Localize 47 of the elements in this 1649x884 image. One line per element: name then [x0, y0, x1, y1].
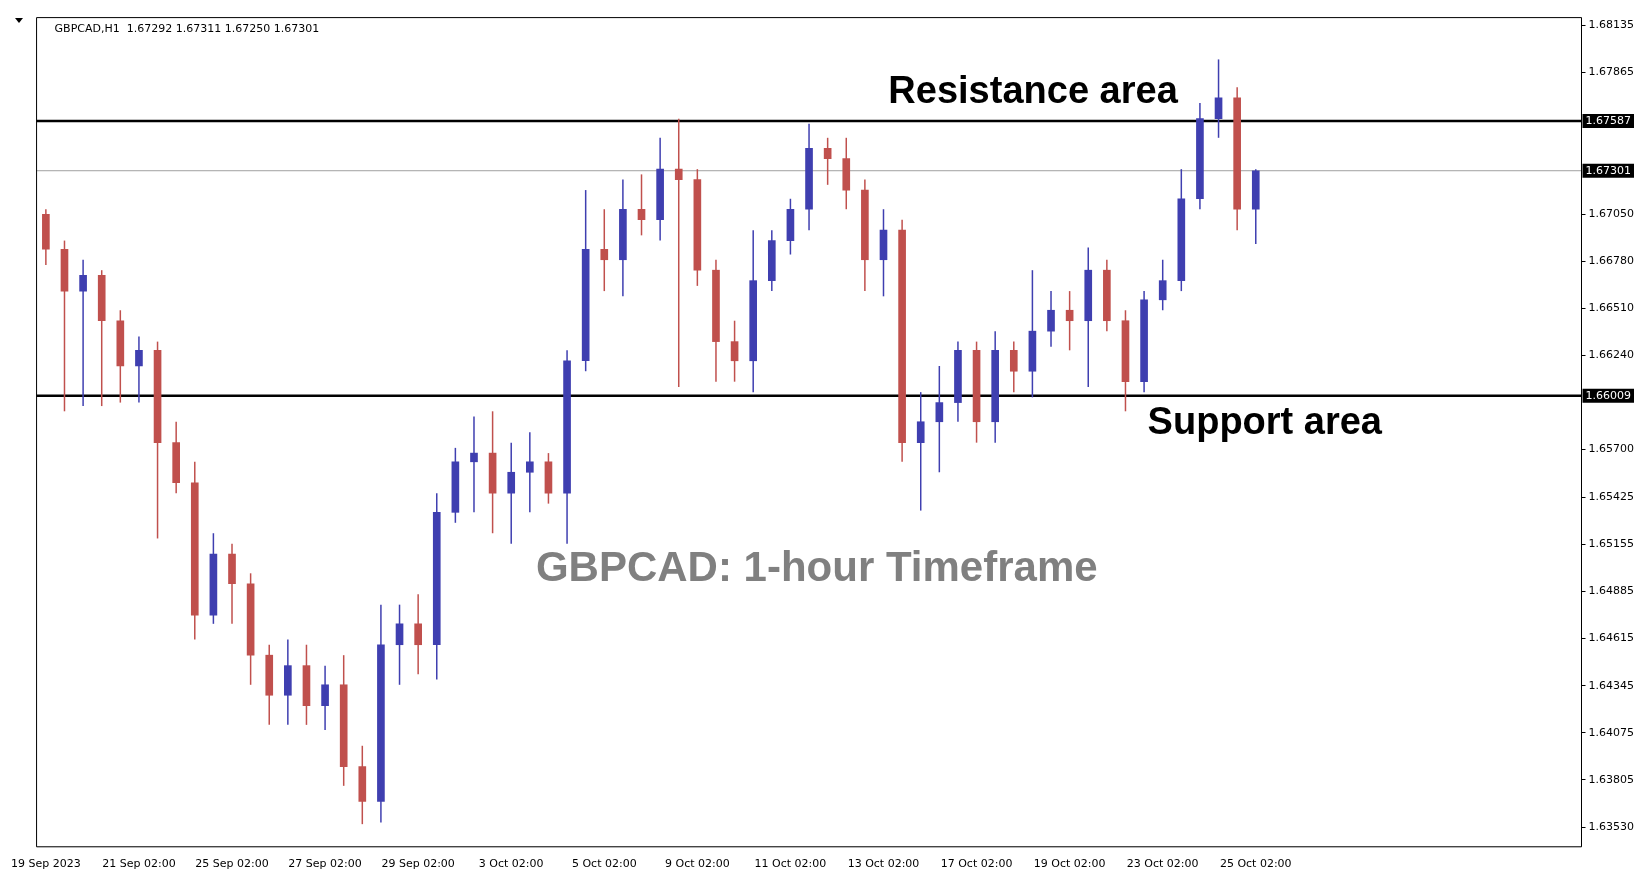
- x-tick-label: 29 Sep 02:00: [381, 857, 455, 871]
- x-tick-label: 25 Oct 02:00: [1219, 857, 1292, 871]
- y-tick-label: 1.63805: [1588, 772, 1635, 786]
- candlestick: [339, 654, 348, 787]
- candlestick: [674, 117, 683, 388]
- y-tick-label: 1.66780: [1588, 254, 1635, 268]
- x-tick-label: 27 Sep 02:00: [288, 857, 362, 871]
- y-tick-label: 1.67050: [1588, 207, 1635, 221]
- y-tick-label: 1.66240: [1588, 348, 1635, 362]
- ref-line-label: 1.67587: [1585, 113, 1632, 127]
- candlestick: [581, 189, 590, 372]
- candlestick: [97, 269, 106, 407]
- x-tick-label: 19 Oct 02:00: [1033, 857, 1106, 871]
- y-tick-label: 1.63530: [1588, 820, 1635, 834]
- x-tick-label: 19 Sep 2023: [11, 857, 81, 871]
- y-tick-label: 1.65700: [1588, 442, 1635, 456]
- ref-line-label: 1.66009: [1585, 388, 1632, 402]
- y-tick-label: 1.64615: [1588, 631, 1635, 645]
- x-tick-label: 17 Oct 02:00: [940, 857, 1013, 871]
- candlestick: [916, 391, 925, 512]
- text: GBPCAD: 1-hour Timeframe: [535, 542, 1098, 590]
- candlestick: [842, 137, 851, 210]
- ref-line-label: 1.67301: [1585, 163, 1632, 177]
- x-tick-label: 9 Oct 02:00: [665, 857, 730, 871]
- candlestick: [116, 309, 125, 404]
- y-tick-label: 1.65425: [1588, 490, 1635, 504]
- x-tick-label: 25 Sep 02:00: [195, 857, 269, 871]
- x-tick-label: 23 Oct 02:00: [1126, 857, 1199, 871]
- candlestick: [1158, 258, 1167, 312]
- y-tick-label: 1.64075: [1588, 725, 1635, 739]
- annotation: GBPCAD,H1 1.67292 1.67311 1.67250 1.67301: [54, 22, 320, 36]
- y-tick-label: 1.67865: [1588, 65, 1635, 79]
- candlestick: [1177, 168, 1186, 292]
- y-tick-label: 1.66510: [1588, 301, 1635, 315]
- candlestick: [358, 745, 367, 825]
- y-tick-label: 1.64345: [1588, 678, 1635, 692]
- x-tick-label: 21 Sep 02:00: [102, 857, 176, 871]
- x-tick-label: 5 Oct 02:00: [571, 857, 637, 871]
- candlestick: [600, 208, 609, 292]
- y-tick-label: 1.65155: [1588, 537, 1635, 551]
- x-tick-label: 3 Oct 02:00: [478, 857, 544, 871]
- y-tick-label: 1.68135: [1588, 18, 1635, 32]
- annotation: Support area: [1147, 400, 1383, 443]
- annotation: Resistance area: [888, 68, 1179, 111]
- x-tick-label: 11 Oct 02:00: [754, 857, 827, 871]
- x-tick-label: 13 Oct 02:00: [847, 857, 920, 871]
- y-tick-label: 1.64885: [1588, 584, 1635, 598]
